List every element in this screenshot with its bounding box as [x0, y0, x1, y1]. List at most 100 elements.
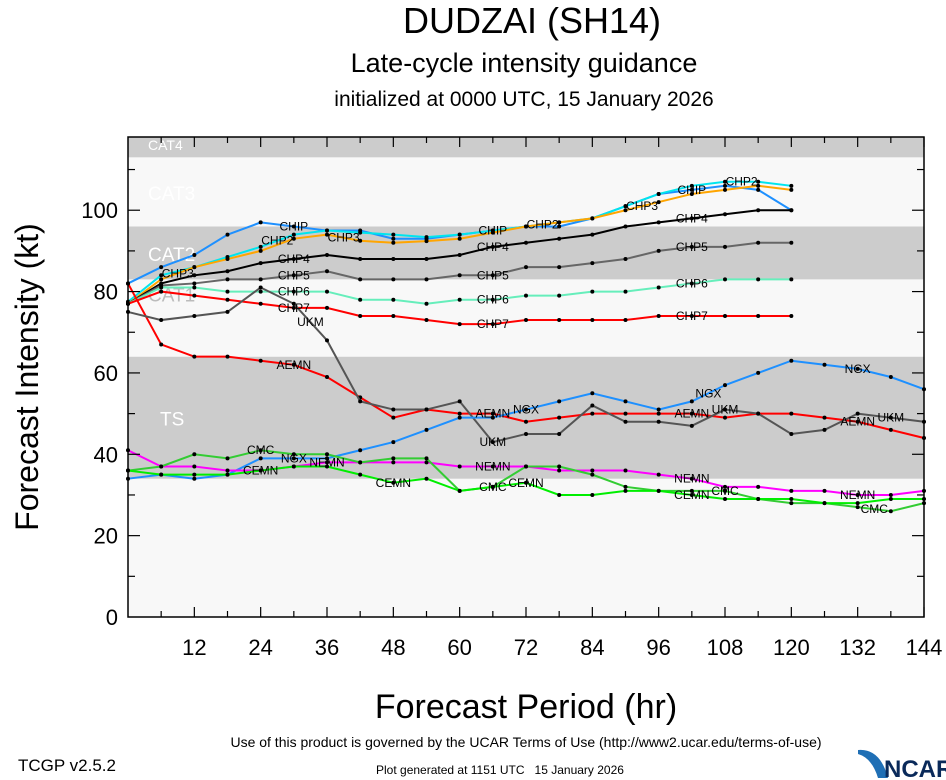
data-point [225, 468, 230, 473]
series-label-chp6: CHP6 [676, 276, 708, 290]
data-point [590, 261, 595, 266]
data-point [723, 277, 727, 282]
data-point [225, 472, 230, 477]
series-label-ngx: NGX [845, 362, 871, 376]
data-point [656, 200, 661, 205]
data-point [524, 407, 528, 412]
series-label-cmc: CMC [247, 443, 275, 457]
data-point [723, 415, 727, 420]
data-point [391, 297, 396, 302]
data-point [723, 484, 727, 489]
data-point [325, 464, 329, 469]
ncar-logo-text: NCAR [884, 756, 946, 780]
data-point [225, 309, 230, 314]
data-point [789, 208, 794, 213]
chart-init-time: initialized at 0000 UTC, 15 January 2026 [334, 88, 713, 111]
data-point [557, 415, 562, 420]
data-point [225, 277, 230, 282]
data-point [325, 228, 329, 233]
band-cat3 [128, 157, 924, 227]
data-point [192, 464, 197, 469]
series-cmc [126, 448, 926, 514]
series-label-nemn: NEMN [840, 488, 875, 502]
data-point [789, 313, 794, 318]
series-chp5 [126, 240, 794, 306]
data-point [192, 293, 197, 298]
data-point [789, 240, 794, 245]
x-tick-label: 12 [182, 635, 206, 660]
data-point [756, 208, 761, 213]
series-ukm [126, 285, 926, 445]
data-point [855, 419, 860, 424]
series-label-cmc: CMC [479, 480, 507, 494]
data-point [524, 293, 528, 298]
data-point [159, 289, 164, 294]
data-point [789, 277, 794, 282]
series-label-chp7: CHP7 [676, 309, 708, 323]
data-point [756, 187, 761, 192]
data-point [822, 501, 827, 506]
data-point [457, 232, 462, 237]
series-chp2 [126, 179, 794, 304]
data-point [225, 257, 230, 262]
band-cat2 [128, 226, 924, 280]
data-point [457, 252, 462, 257]
series-cemn [126, 464, 926, 506]
data-point [159, 277, 164, 282]
data-point [789, 183, 794, 188]
data-point [358, 313, 363, 318]
series-label-ukm: UKM [479, 435, 506, 449]
data-point [457, 464, 462, 469]
data-point [325, 456, 329, 461]
series-label-aemn: AEMN [475, 407, 510, 421]
data-point [756, 313, 761, 318]
data-point [623, 257, 628, 262]
series-label-chp2: CHP2 [726, 175, 758, 189]
data-point [291, 236, 296, 241]
x-tick-label: 72 [514, 635, 538, 660]
data-point [291, 305, 296, 310]
ncar-logo: NCAR [858, 749, 946, 780]
data-point [689, 423, 694, 428]
data-point [490, 440, 495, 445]
data-point [689, 313, 694, 318]
data-point [358, 230, 363, 235]
data-point [358, 297, 363, 302]
data-point [291, 224, 296, 229]
data-point [225, 289, 230, 294]
data-point [557, 293, 562, 298]
data-point [623, 468, 628, 473]
data-point [291, 273, 296, 278]
data-point [756, 411, 761, 416]
data-point [689, 191, 694, 196]
data-point [656, 488, 661, 493]
data-point [159, 273, 164, 278]
data-point [689, 281, 694, 286]
terms-of-use: Use of this product is governed by the U… [230, 734, 821, 750]
data-point [756, 183, 761, 188]
data-point [822, 427, 827, 432]
y-tick-label: 20 [94, 524, 118, 549]
data-point [325, 305, 329, 310]
band-ts [128, 356, 924, 479]
data-point [590, 468, 595, 473]
data-point [656, 313, 661, 318]
data-point [258, 285, 263, 290]
x-tick-label: 96 [646, 635, 670, 660]
x-tick-label: 108 [707, 635, 744, 660]
y-tick-label: 100 [81, 198, 118, 223]
series-label-chp5: CHP5 [676, 240, 708, 254]
data-point [490, 322, 495, 327]
series-chp7 [126, 289, 794, 327]
data-point [325, 269, 329, 274]
data-point [723, 313, 727, 318]
data-point [424, 407, 429, 412]
series-label-chp6: CHP6 [278, 285, 310, 299]
data-point [656, 285, 661, 290]
chart-title: DUDZAI (SH14) [403, 0, 661, 41]
data-point [291, 452, 296, 457]
data-point [822, 415, 827, 420]
data-point [424, 318, 429, 323]
data-point [192, 452, 197, 457]
